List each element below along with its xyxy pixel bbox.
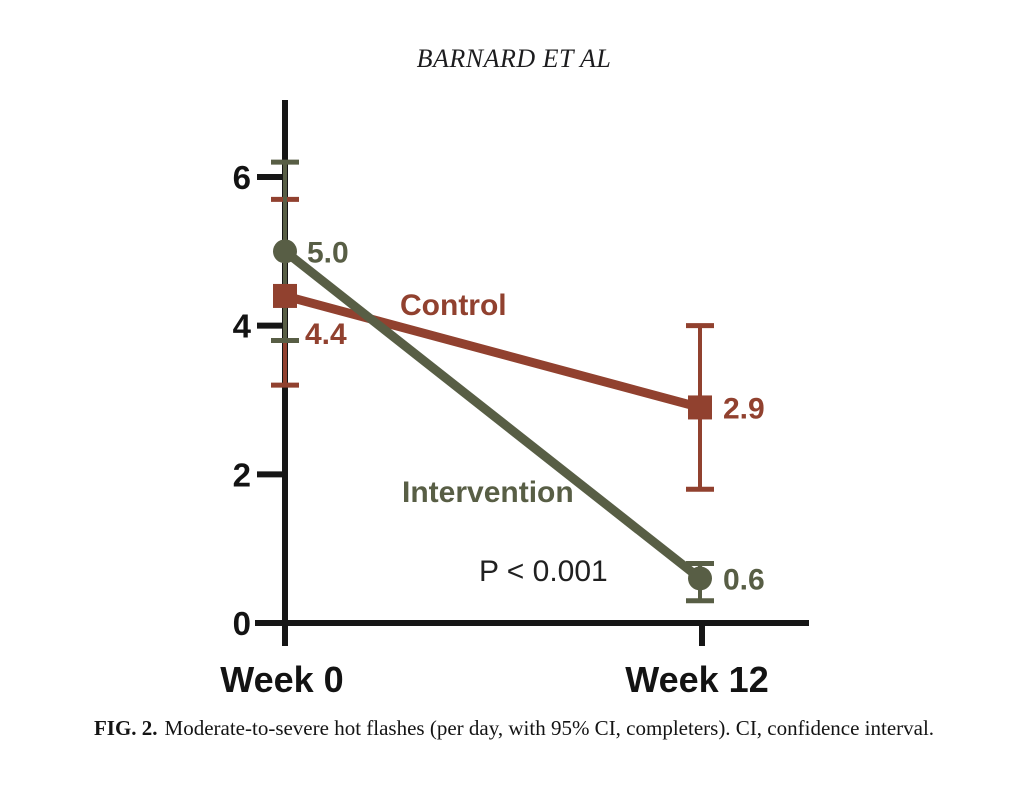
point-control-1	[688, 395, 712, 420]
point-intervention-0	[273, 239, 297, 264]
x-category-label-0: Week 0	[220, 659, 343, 700]
point-intervention-1	[688, 566, 712, 591]
p-value-annotation: P < 0.001	[479, 555, 608, 588]
point-control-0	[273, 283, 297, 308]
figure-caption: FIG. 2. Moderate-to-severe hot flashes (p…	[0, 716, 1028, 741]
figure-caption-text: Moderate-to-severe hot flashes (per day,…	[164, 716, 935, 740]
series-line-control	[283, 291, 702, 412]
point-label-intervention-1: 0.6	[723, 563, 765, 596]
series-line-intervention	[282, 247, 703, 582]
figure-caption-label: FIG. 2.	[93, 716, 158, 740]
series-label-control: Control	[400, 289, 507, 322]
y-tick-label-4: 4	[233, 308, 252, 345]
x-category-label-1: Week 12	[625, 659, 768, 700]
running-head: BARNARD ET AL	[416, 44, 612, 73]
point-label-control-0: 4.4	[305, 318, 347, 351]
series-label-intervention: Intervention	[402, 476, 574, 509]
point-label-intervention-0: 5.0	[307, 236, 349, 269]
point-label-control-1: 2.9	[723, 392, 765, 425]
y-tick-label-0: 0	[233, 605, 251, 642]
y-tick-label-6: 6	[233, 159, 251, 196]
y-tick-label-2: 2	[233, 456, 251, 493]
